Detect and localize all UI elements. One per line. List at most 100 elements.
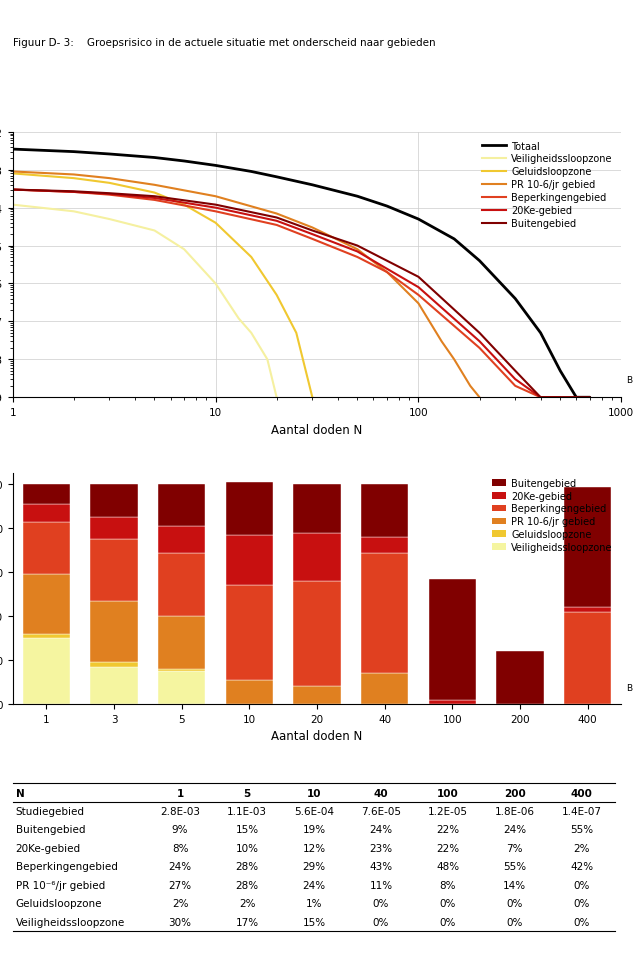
Text: 1%: 1% bbox=[306, 899, 322, 908]
Text: 0%: 0% bbox=[439, 899, 456, 908]
Text: Buitengebied: Buitengebied bbox=[16, 824, 85, 835]
Text: 7.6E-05: 7.6E-05 bbox=[361, 806, 401, 816]
Text: 0%: 0% bbox=[439, 917, 456, 926]
Text: 0%: 0% bbox=[574, 917, 590, 926]
Bar bbox=[158, 485, 205, 527]
Text: 24%: 24% bbox=[169, 862, 191, 871]
Text: 22%: 22% bbox=[436, 824, 460, 835]
Text: 27%: 27% bbox=[169, 880, 191, 890]
Text: 15%: 15% bbox=[302, 917, 325, 926]
Bar bbox=[91, 667, 138, 704]
Bar bbox=[91, 485, 138, 517]
Bar bbox=[361, 485, 408, 537]
Bar bbox=[564, 612, 611, 704]
Bar bbox=[226, 483, 273, 536]
Bar bbox=[294, 581, 340, 687]
Text: 0%: 0% bbox=[373, 917, 389, 926]
X-axis label: Aantal doden N: Aantal doden N bbox=[271, 729, 363, 742]
Legend: Buitengebied, 20Ke-gebied, Beperkingengebied, PR 10-6/jr gebied, Geluidsloopzone: Buitengebied, 20Ke-gebied, Beperkingenge… bbox=[488, 475, 616, 557]
Bar bbox=[564, 608, 611, 612]
Bar bbox=[361, 674, 408, 704]
Bar bbox=[429, 579, 476, 700]
Text: 0%: 0% bbox=[574, 899, 590, 908]
Text: 5: 5 bbox=[243, 788, 250, 798]
Bar bbox=[429, 700, 476, 704]
Text: 12%: 12% bbox=[302, 843, 325, 853]
Text: 14%: 14% bbox=[503, 880, 526, 890]
Bar bbox=[91, 662, 138, 667]
Bar bbox=[158, 669, 205, 671]
Bar bbox=[294, 533, 340, 581]
Text: 40: 40 bbox=[373, 788, 388, 798]
Text: 43%: 43% bbox=[370, 862, 392, 871]
Text: 2.8E-03: 2.8E-03 bbox=[160, 806, 200, 816]
Text: 10: 10 bbox=[307, 788, 321, 798]
Text: Bron: NLR + RIVM: Bron: NLR + RIVM bbox=[628, 375, 634, 385]
Text: Beperkingengebied: Beperkingengebied bbox=[16, 862, 117, 871]
Text: 55%: 55% bbox=[503, 862, 526, 871]
Bar bbox=[158, 527, 205, 553]
Bar bbox=[226, 586, 273, 680]
Bar bbox=[294, 485, 340, 533]
Bar bbox=[294, 687, 340, 704]
Bar bbox=[361, 553, 408, 674]
Bar bbox=[226, 680, 273, 704]
Text: 200: 200 bbox=[504, 788, 526, 798]
Text: 8%: 8% bbox=[172, 843, 188, 853]
Text: 20Ke-gebied: 20Ke-gebied bbox=[16, 843, 81, 853]
Text: 1.2E-05: 1.2E-05 bbox=[428, 806, 468, 816]
Text: Bron: NLR + RIVM: Bron: NLR + RIVM bbox=[628, 683, 634, 693]
Text: 29%: 29% bbox=[302, 862, 325, 871]
Text: 15%: 15% bbox=[235, 824, 259, 835]
Bar bbox=[91, 601, 138, 662]
Bar bbox=[361, 537, 408, 553]
Text: 24%: 24% bbox=[503, 824, 526, 835]
Text: 23%: 23% bbox=[370, 843, 392, 853]
Bar bbox=[23, 639, 70, 704]
Text: 1.1E-03: 1.1E-03 bbox=[227, 806, 267, 816]
Text: 0%: 0% bbox=[574, 880, 590, 890]
Text: 100: 100 bbox=[437, 788, 459, 798]
Text: 19%: 19% bbox=[302, 824, 325, 835]
Text: Studiegebied: Studiegebied bbox=[16, 806, 85, 816]
Text: 8%: 8% bbox=[439, 880, 456, 890]
X-axis label: Aantal doden N: Aantal doden N bbox=[271, 423, 363, 436]
Text: 55%: 55% bbox=[570, 824, 593, 835]
Bar bbox=[23, 575, 70, 634]
Text: 24%: 24% bbox=[370, 824, 392, 835]
Text: Figuur D- 3:    Groepsrisico in de actuele situatie met onderscheid naar gebiede: Figuur D- 3: Groepsrisico in de actuele … bbox=[13, 37, 436, 48]
Text: N: N bbox=[16, 788, 25, 798]
Bar bbox=[158, 671, 205, 704]
Text: 22%: 22% bbox=[436, 843, 460, 853]
Text: 7%: 7% bbox=[507, 843, 523, 853]
Text: 28%: 28% bbox=[235, 862, 259, 871]
Bar bbox=[564, 487, 611, 608]
Text: 11%: 11% bbox=[370, 880, 392, 890]
Text: 9%: 9% bbox=[172, 824, 188, 835]
Bar bbox=[23, 485, 70, 505]
Text: 24%: 24% bbox=[302, 880, 325, 890]
Text: 30%: 30% bbox=[169, 917, 191, 926]
Bar bbox=[23, 634, 70, 639]
Text: 28%: 28% bbox=[235, 880, 259, 890]
Text: 0%: 0% bbox=[373, 899, 389, 908]
Bar bbox=[496, 652, 543, 704]
Text: 2%: 2% bbox=[574, 843, 590, 853]
Text: 5.6E-04: 5.6E-04 bbox=[294, 806, 334, 816]
Bar bbox=[23, 505, 70, 522]
Text: PR 10⁻⁶/jr gebied: PR 10⁻⁶/jr gebied bbox=[16, 880, 105, 890]
Text: 10%: 10% bbox=[235, 843, 259, 853]
Legend: Totaal, Veiligheidssloopzone, Geluidsloopzone, PR 10-6/jr gebied, Beperkingengeb: Totaal, Veiligheidssloopzone, Geluidsloo… bbox=[478, 137, 616, 233]
Text: 0%: 0% bbox=[507, 917, 523, 926]
Bar bbox=[91, 517, 138, 539]
Text: 1.4E-07: 1.4E-07 bbox=[562, 806, 602, 816]
Bar bbox=[158, 617, 205, 669]
Bar bbox=[158, 553, 205, 617]
Text: Veiligheidssloopzone: Veiligheidssloopzone bbox=[16, 917, 125, 926]
Bar bbox=[226, 536, 273, 586]
Text: 2%: 2% bbox=[239, 899, 256, 908]
Text: 1.8E-06: 1.8E-06 bbox=[495, 806, 535, 816]
Bar bbox=[91, 539, 138, 601]
Text: 42%: 42% bbox=[570, 862, 593, 871]
Text: 400: 400 bbox=[571, 788, 593, 798]
